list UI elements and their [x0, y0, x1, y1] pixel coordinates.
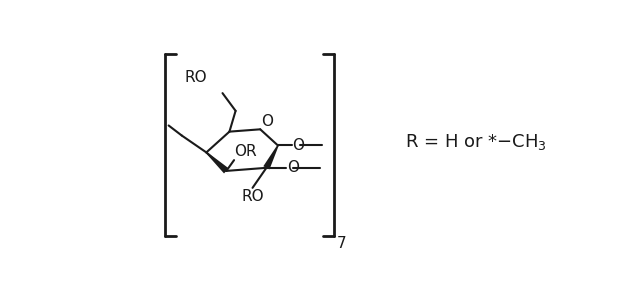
Text: RO: RO [241, 190, 264, 204]
Polygon shape [263, 145, 278, 169]
Text: R = H or *$-$CH$_3$: R = H or *$-$CH$_3$ [405, 133, 547, 152]
Text: O: O [261, 114, 273, 129]
Text: RO: RO [184, 70, 207, 85]
Polygon shape [206, 152, 228, 173]
Text: 7: 7 [337, 236, 346, 251]
Text: OR: OR [234, 144, 257, 159]
Text: O: O [292, 138, 305, 153]
Text: O: O [287, 160, 299, 175]
